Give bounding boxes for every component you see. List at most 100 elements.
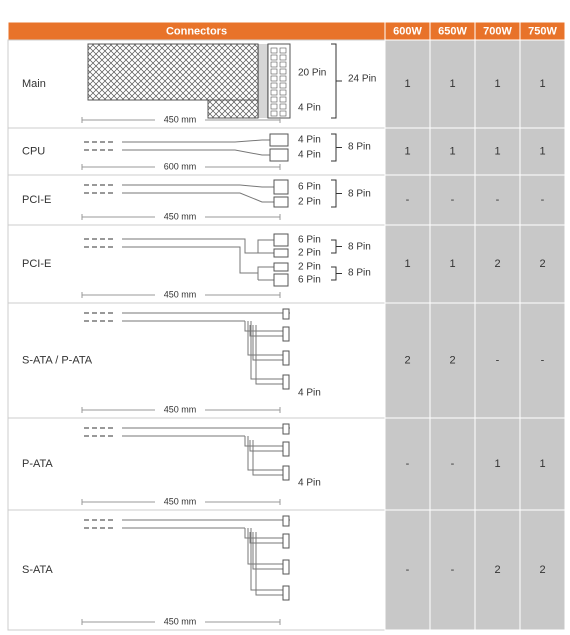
row-name: S-ATA / P-ATA [22,354,93,366]
value-cell [519,302,566,419]
value-text: 1 [449,145,455,157]
connector [273,179,289,195]
row-name: PCI-E [22,194,51,206]
value-text: 2 [494,564,500,576]
wire-end [92,149,97,151]
wire-end [84,435,89,437]
length-label: 450 mm [164,211,197,221]
value-text: 2 [404,354,410,366]
connector [269,133,289,147]
wire-end [84,246,89,248]
pin [270,54,278,61]
value-cell [429,174,476,226]
pin-label: 6 Pin [298,182,321,193]
cable-mesh [87,43,259,101]
length-label: 600 mm [164,161,197,171]
value-cell [429,39,476,129]
cable [252,440,283,476]
connector [282,374,290,390]
value-text: 1 [449,78,455,90]
header-text: 600W [393,25,422,37]
cable [122,246,274,281]
cable [122,149,270,156]
value-text: 1 [494,458,500,470]
bracket [331,133,342,162]
cable [122,192,274,203]
row-cell [7,302,386,419]
value-text: 1 [539,458,545,470]
value-text: - [406,458,410,470]
wire-end [92,320,97,322]
connector [273,196,289,208]
wire-end [84,519,89,521]
value-text: 1 [494,78,500,90]
value-cell [519,174,566,226]
wire-end [108,238,113,240]
value-text: 1 [539,145,545,157]
cable [249,532,283,544]
pin-label: 4 Pin [298,150,321,161]
cable [250,321,283,380]
connector [273,273,289,287]
header-text: 700W [483,25,512,37]
cable [249,440,283,452]
wire-end [108,246,113,248]
wire-end [100,427,105,429]
pin [270,47,278,54]
value-text: 1 [449,258,455,270]
length-line [81,117,281,123]
wire-end [108,312,113,314]
wire-end [92,427,97,429]
value-text: - [496,354,500,366]
connector [273,233,289,247]
pin-label: 8 Pin [348,242,371,253]
value-text: 1 [404,145,410,157]
value-text: - [451,458,455,470]
cable [249,325,283,337]
length-label: 450 mm [164,496,197,506]
cable-mesh [207,99,259,119]
connector [282,350,290,366]
pin [279,61,287,68]
value-cell [519,224,566,304]
wire-end [100,246,105,248]
cable [247,528,283,565]
row-name: S-ATA [22,564,53,576]
length-label: 450 mm [164,289,197,299]
wire-end [92,312,97,314]
value-cell [429,127,476,176]
length-label: 450 mm [164,404,197,414]
wire-end [108,435,113,437]
value-cell [474,224,521,304]
length-line [81,619,281,625]
value-text: 2 [539,564,545,576]
row-name: P-ATA [22,458,53,470]
wire-end [108,320,113,322]
wire-end [108,149,113,151]
cable [122,238,274,254]
wire-end [100,519,105,521]
value-cell [519,509,566,631]
value-text: 2 [539,258,545,270]
connector [282,465,290,481]
value-cell [474,302,521,419]
value-cell [474,39,521,129]
value-cell [474,509,521,631]
value-text: - [451,564,455,576]
cable [255,325,283,385]
pin-label: 8 Pin [348,268,371,279]
wire-end [92,184,97,186]
connector [282,423,290,435]
wire-end [92,238,97,240]
connector [282,559,290,575]
wire-end [100,149,105,151]
length-label: 450 mm [164,616,197,626]
wire-end [92,527,97,529]
length-line [81,499,281,505]
cable [252,532,283,570]
pin [279,54,287,61]
pin-label: 24 Pin [348,74,376,85]
value-text: - [406,564,410,576]
wire-end [108,141,113,143]
wire-end [84,427,89,429]
